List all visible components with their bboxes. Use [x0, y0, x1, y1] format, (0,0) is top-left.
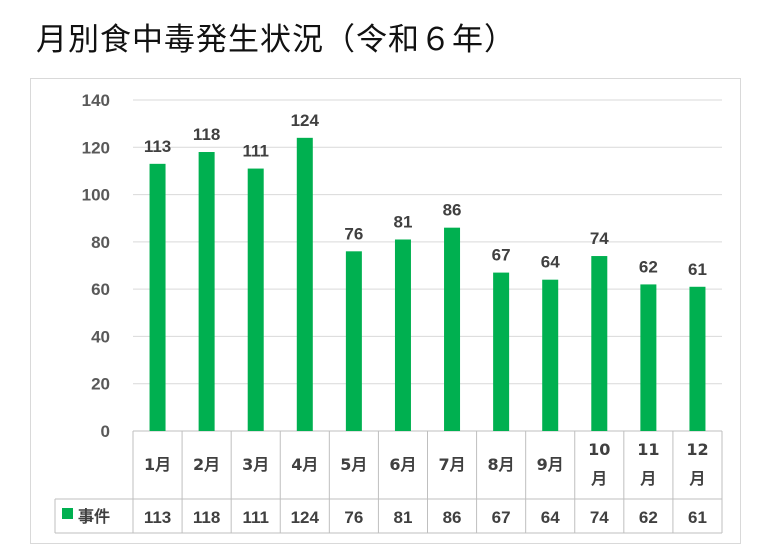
- category-label: 5月: [340, 455, 367, 474]
- y-tick-label: 0: [101, 422, 110, 441]
- table-value: 113: [144, 508, 171, 527]
- data-label: 118: [193, 125, 220, 144]
- table-value: 76: [344, 508, 363, 527]
- category-label: 12: [686, 440, 708, 459]
- data-label: 64: [541, 253, 560, 272]
- bar: [198, 152, 215, 431]
- y-tick-label: 100: [82, 186, 110, 205]
- table-value: 74: [590, 508, 609, 527]
- table-value: 111: [242, 508, 269, 527]
- data-label: 86: [443, 201, 462, 220]
- table-value: 61: [688, 508, 707, 527]
- table-value: 62: [639, 508, 658, 527]
- category-label: 10: [588, 440, 610, 459]
- category-label: 11: [637, 440, 659, 459]
- data-label: 113: [144, 137, 171, 156]
- category-label: 9月: [537, 455, 564, 474]
- category-label: 6月: [389, 455, 416, 474]
- category-label: 月: [590, 469, 607, 488]
- chart-title: 月別食中毒発生状況（令和６年）: [36, 22, 516, 58]
- table-value: 64: [541, 508, 560, 527]
- data-label: 76: [344, 224, 363, 243]
- bar: [689, 286, 706, 431]
- table-value: 86: [443, 508, 462, 527]
- data-label: 74: [590, 229, 609, 248]
- table-value: 67: [492, 508, 511, 527]
- table-value: 81: [393, 508, 412, 527]
- y-tick-label: 20: [91, 375, 110, 394]
- data-label: 81: [393, 212, 412, 231]
- bar: [296, 137, 313, 432]
- table-value: 124: [291, 508, 320, 527]
- category-label: 3月: [242, 455, 269, 474]
- data-label: 124: [291, 111, 320, 130]
- legend-swatch: [62, 508, 73, 519]
- legend-label: 事件: [78, 507, 110, 526]
- bar: [493, 272, 510, 431]
- category-label: 月: [688, 469, 705, 488]
- category-label: 8月: [488, 455, 515, 474]
- y-tick-label: 40: [91, 327, 110, 346]
- data-label: 111: [242, 142, 269, 161]
- chart-frame: [30, 78, 741, 544]
- bar: [149, 163, 166, 432]
- y-tick-label: 120: [82, 138, 110, 157]
- bar: [640, 284, 657, 431]
- data-label: 61: [688, 260, 707, 279]
- y-tick-label: 80: [91, 233, 110, 252]
- table-value: 118: [193, 508, 220, 527]
- bar: [591, 256, 608, 431]
- bar: [247, 168, 264, 432]
- category-label: 1月: [144, 455, 171, 474]
- bar: [542, 279, 559, 431]
- bar: [345, 251, 362, 431]
- data-label: 67: [492, 246, 511, 265]
- bar: [444, 227, 461, 431]
- category-label: 2月: [193, 455, 220, 474]
- y-tick-label: 140: [82, 91, 110, 110]
- bar: [394, 239, 411, 431]
- category-label: 4月: [291, 455, 318, 474]
- category-label: 7月: [438, 455, 465, 474]
- data-label: 62: [639, 257, 658, 276]
- y-tick-label: 60: [91, 280, 110, 299]
- category-label: 月: [639, 469, 656, 488]
